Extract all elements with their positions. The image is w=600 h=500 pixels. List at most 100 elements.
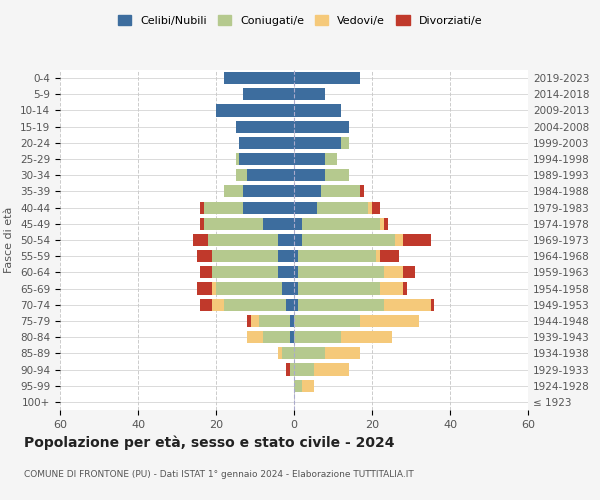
Bar xyxy=(290,315,294,327)
Bar xyxy=(278,250,294,262)
Bar xyxy=(200,298,212,311)
Bar xyxy=(224,72,294,84)
Bar xyxy=(294,88,325,101)
Bar xyxy=(200,266,212,278)
Bar xyxy=(403,234,431,246)
Bar xyxy=(298,298,384,311)
Bar xyxy=(384,218,388,230)
Bar xyxy=(235,120,294,132)
Bar xyxy=(302,234,395,246)
Bar xyxy=(341,331,392,343)
Bar xyxy=(247,169,294,181)
Bar xyxy=(244,202,294,213)
Bar xyxy=(294,380,302,392)
Bar xyxy=(278,348,283,360)
Bar xyxy=(294,218,302,230)
Bar xyxy=(216,282,283,294)
Bar xyxy=(247,315,251,327)
Bar xyxy=(239,153,294,165)
Bar xyxy=(380,250,400,262)
Bar xyxy=(403,282,407,294)
Bar xyxy=(294,120,349,132)
Bar xyxy=(325,153,337,165)
Bar xyxy=(283,348,294,360)
Bar xyxy=(278,234,294,246)
Bar xyxy=(294,186,322,198)
Bar xyxy=(372,202,380,213)
Bar xyxy=(193,234,208,246)
Bar xyxy=(376,250,380,262)
Bar xyxy=(286,364,290,376)
Bar xyxy=(294,266,298,278)
Bar xyxy=(294,72,360,84)
Bar xyxy=(197,250,212,262)
Bar xyxy=(298,266,384,278)
Bar xyxy=(259,315,290,327)
Bar xyxy=(278,266,294,278)
Text: Popolazione per età, sesso e stato civile - 2024: Popolazione per età, sesso e stato civil… xyxy=(24,435,395,450)
Bar xyxy=(294,315,360,327)
Bar xyxy=(263,218,294,230)
Bar xyxy=(294,250,298,262)
Bar xyxy=(325,169,349,181)
Bar xyxy=(294,234,302,246)
Bar xyxy=(294,153,325,165)
Bar xyxy=(294,104,341,117)
Bar xyxy=(294,331,341,343)
Y-axis label: Fasce di età: Fasce di età xyxy=(4,207,14,273)
Bar xyxy=(216,104,294,117)
Bar xyxy=(263,331,290,343)
Bar xyxy=(294,137,341,149)
Bar xyxy=(294,348,325,360)
Bar xyxy=(294,282,298,294)
Bar xyxy=(212,266,278,278)
Bar xyxy=(380,282,403,294)
Bar xyxy=(298,250,376,262)
Bar xyxy=(384,298,431,311)
Bar xyxy=(294,169,325,181)
Bar xyxy=(251,315,259,327)
Bar xyxy=(294,202,317,213)
Bar xyxy=(322,186,360,198)
Bar xyxy=(341,137,349,149)
Bar xyxy=(302,218,380,230)
Bar xyxy=(200,202,204,213)
Bar xyxy=(197,282,212,294)
Bar xyxy=(212,298,224,311)
Bar xyxy=(360,315,419,327)
Bar xyxy=(368,202,372,213)
Bar xyxy=(360,186,364,198)
Legend: Celibi/Nubili, Coniugati/e, Vedovi/e, Divorziati/e: Celibi/Nubili, Coniugati/e, Vedovi/e, Di… xyxy=(113,10,487,30)
Bar xyxy=(314,364,349,376)
Bar xyxy=(384,266,403,278)
Bar xyxy=(244,186,294,198)
Bar xyxy=(380,218,384,230)
Text: COMUNE DI FRONTONE (PU) - Dati ISTAT 1° gennaio 2024 - Elaborazione TUTTITALIA.I: COMUNE DI FRONTONE (PU) - Dati ISTAT 1° … xyxy=(24,470,414,479)
Bar xyxy=(431,298,434,311)
Bar xyxy=(239,137,294,149)
Bar xyxy=(224,298,286,311)
Bar xyxy=(212,282,216,294)
Bar xyxy=(235,153,239,165)
Bar xyxy=(294,364,314,376)
Bar xyxy=(325,348,360,360)
Bar xyxy=(204,218,263,230)
Bar xyxy=(235,169,247,181)
Bar xyxy=(317,202,368,213)
Bar xyxy=(298,282,380,294)
Bar xyxy=(395,234,403,246)
Bar xyxy=(283,282,294,294)
Bar xyxy=(290,331,294,343)
Bar xyxy=(204,202,244,213)
Bar xyxy=(200,218,204,230)
Bar xyxy=(224,186,244,198)
Bar xyxy=(290,364,294,376)
Bar xyxy=(403,266,415,278)
Bar xyxy=(302,380,314,392)
Bar xyxy=(244,88,294,101)
Bar xyxy=(286,298,294,311)
Bar xyxy=(208,234,278,246)
Bar xyxy=(294,298,298,311)
Bar xyxy=(247,331,263,343)
Bar xyxy=(212,250,278,262)
